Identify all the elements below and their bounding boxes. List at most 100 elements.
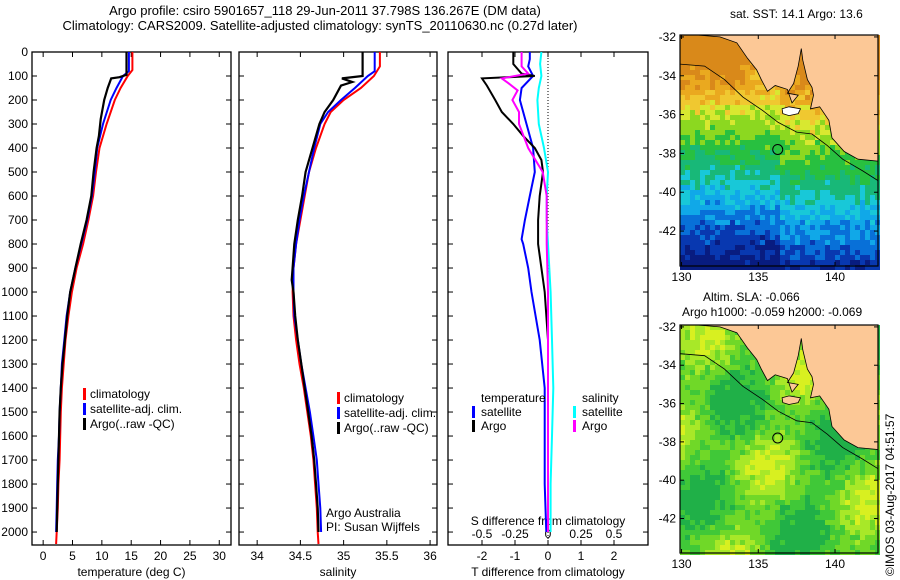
map-cell bbox=[710, 325, 715, 330]
map-cell bbox=[805, 95, 810, 100]
map-cell bbox=[765, 150, 770, 155]
map-cell bbox=[765, 475, 770, 480]
map-cell bbox=[680, 75, 685, 80]
map-cell bbox=[770, 195, 775, 200]
map-cell bbox=[740, 110, 745, 115]
map-cell bbox=[720, 265, 725, 270]
map-cell bbox=[685, 480, 690, 485]
map-cell bbox=[770, 455, 775, 460]
map-cell bbox=[860, 225, 865, 230]
map-cell bbox=[745, 90, 750, 95]
map-cell bbox=[720, 50, 725, 55]
map-cell bbox=[700, 485, 705, 490]
map-cell bbox=[705, 220, 710, 225]
map-cell bbox=[785, 420, 790, 425]
map-cell bbox=[760, 385, 765, 390]
map-cell bbox=[775, 540, 780, 545]
map-cell bbox=[765, 250, 770, 255]
map-cell bbox=[730, 400, 735, 405]
map-cell bbox=[805, 235, 810, 240]
legend-swatch bbox=[337, 392, 340, 404]
map-cell bbox=[695, 205, 700, 210]
map-cell bbox=[815, 210, 820, 215]
map-cell bbox=[810, 180, 815, 185]
map-cell bbox=[690, 470, 695, 475]
map-cell bbox=[790, 440, 795, 445]
y-tick-label: -32 bbox=[659, 320, 677, 334]
map-cell bbox=[845, 165, 850, 170]
x-tick-label-s: 0 bbox=[545, 527, 552, 541]
map-cell bbox=[810, 495, 815, 500]
x-tick-label: 34.5 bbox=[289, 549, 313, 563]
map-cell bbox=[715, 525, 720, 530]
map-cell bbox=[810, 200, 815, 205]
map-cell bbox=[690, 60, 695, 65]
map-cell bbox=[715, 85, 720, 90]
map-cell bbox=[800, 495, 805, 500]
map-cell bbox=[795, 460, 800, 465]
map-cell bbox=[690, 480, 695, 485]
map-cell bbox=[740, 425, 745, 430]
map-cell bbox=[700, 520, 705, 525]
map-cell bbox=[730, 135, 735, 140]
map-cell bbox=[850, 265, 855, 270]
map-cell bbox=[800, 135, 805, 140]
map-cell bbox=[760, 445, 765, 450]
map-cell bbox=[795, 250, 800, 255]
map-cell bbox=[680, 335, 685, 340]
map-cell bbox=[680, 490, 685, 495]
map-cell bbox=[735, 430, 740, 435]
map-cell bbox=[710, 170, 715, 175]
map-cell bbox=[685, 370, 690, 375]
map-cell bbox=[770, 500, 775, 505]
map-cell bbox=[820, 155, 825, 160]
map-cell bbox=[845, 225, 850, 230]
isobath-line bbox=[679, 63, 879, 181]
map-cell bbox=[760, 105, 765, 110]
map-cell bbox=[755, 180, 760, 185]
map-cell bbox=[735, 190, 740, 195]
map-cell bbox=[810, 255, 815, 260]
map-cell bbox=[680, 400, 685, 405]
map-cell bbox=[745, 70, 750, 75]
map-cell bbox=[690, 250, 695, 255]
map-cell bbox=[805, 240, 810, 245]
map-cell bbox=[865, 160, 870, 165]
map-cell bbox=[715, 400, 720, 405]
map-cell bbox=[690, 190, 695, 195]
map-cell bbox=[805, 200, 810, 205]
map-cell bbox=[685, 205, 690, 210]
series-line-climatology bbox=[291, 52, 381, 545]
map-cell bbox=[865, 485, 870, 490]
map-cell bbox=[770, 415, 775, 420]
map-cell bbox=[770, 265, 775, 270]
map-cell bbox=[755, 510, 760, 515]
map-cell bbox=[805, 180, 810, 185]
map-cell bbox=[750, 255, 755, 260]
map-cell bbox=[720, 250, 725, 255]
map-cell bbox=[845, 490, 850, 495]
map-cell bbox=[725, 160, 730, 165]
map-cell bbox=[800, 250, 805, 255]
map-cell bbox=[730, 515, 735, 520]
map-cell bbox=[715, 410, 720, 415]
map-cell bbox=[730, 535, 735, 540]
map-cell bbox=[680, 110, 685, 115]
map-cell bbox=[795, 495, 800, 500]
map-cell bbox=[695, 545, 700, 550]
map-cell bbox=[715, 230, 720, 235]
map-cell bbox=[735, 435, 740, 440]
map-cell bbox=[845, 465, 850, 470]
map-cell bbox=[825, 420, 830, 425]
map-cell bbox=[700, 530, 705, 535]
map-cell bbox=[705, 505, 710, 510]
map-cell bbox=[695, 105, 700, 110]
map-cell bbox=[690, 485, 695, 490]
map-cell bbox=[690, 395, 695, 400]
map-cell bbox=[750, 170, 755, 175]
map-cell bbox=[750, 100, 755, 105]
map-cell bbox=[705, 335, 710, 340]
map-cell bbox=[725, 420, 730, 425]
map-cell bbox=[825, 140, 830, 145]
